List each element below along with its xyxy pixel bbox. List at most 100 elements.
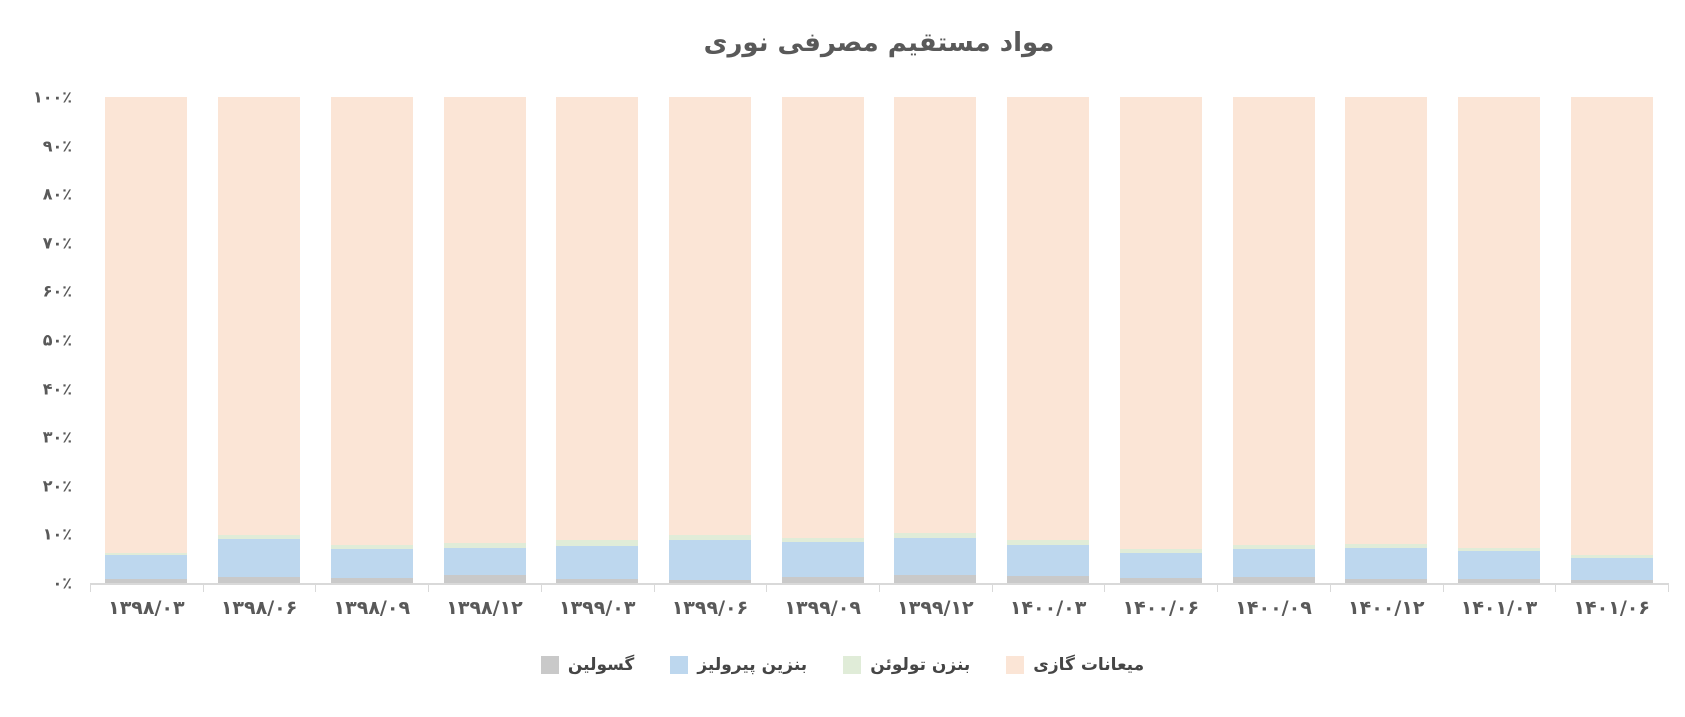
bar-segment[interactable]	[668, 97, 751, 535]
bar-segment[interactable]	[1457, 579, 1540, 583]
x-axis-tick	[1442, 583, 1444, 592]
bar-segment[interactable]	[330, 577, 413, 583]
bar-segment[interactable]	[1119, 552, 1202, 578]
x-axis-label: ۱۳۹۹/۰۶	[671, 597, 749, 619]
bar-segment[interactable]	[443, 547, 526, 576]
bar-segment[interactable]	[781, 537, 864, 542]
x-axis-tick	[1329, 583, 1331, 592]
stacked-bar-14[interactable]	[1570, 97, 1653, 583]
bar-segment[interactable]	[781, 541, 864, 577]
bar-segment[interactable]	[218, 577, 301, 583]
stacked-bar-10[interactable]	[1119, 97, 1202, 583]
x-axis-tick	[428, 583, 430, 592]
bar-segment[interactable]	[1232, 577, 1315, 583]
legend-item[interactable]: بنزین پیرولیز	[670, 655, 807, 675]
bar-segment[interactable]	[105, 552, 188, 556]
bar-segment[interactable]	[1007, 97, 1090, 540]
bar-segment[interactable]	[668, 540, 751, 581]
x-axis-tick	[1104, 583, 1106, 592]
bar-segment[interactable]	[218, 534, 301, 539]
stacked-bar-7[interactable]	[781, 97, 864, 583]
legend-swatch	[540, 656, 559, 674]
bar-segment[interactable]	[443, 543, 526, 548]
x-axis-tick	[1668, 583, 1669, 592]
legend-item[interactable]: گسولین	[540, 655, 635, 675]
y-tick-label: ۵۰٪	[42, 330, 72, 350]
bar-slot	[203, 97, 316, 583]
bar-segment[interactable]	[1345, 547, 1428, 580]
stacked-bar-1[interactable]	[105, 97, 188, 583]
bar-segment[interactable]	[1457, 548, 1540, 552]
y-tick-label: ۱۰۰٪	[32, 87, 72, 107]
stacked-bar-8[interactable]	[894, 97, 977, 583]
bar-segment[interactable]	[1345, 579, 1428, 583]
bar-segment[interactable]	[556, 579, 639, 583]
bar-segment[interactable]	[330, 97, 413, 546]
bar-segment[interactable]	[556, 97, 639, 541]
legend-label: گسولین	[567, 655, 635, 675]
x-axis-tick	[879, 583, 880, 592]
x-axis-tick	[991, 583, 993, 592]
x-axis-label: ۱۴۰۱/۰۶	[1573, 597, 1650, 619]
bar-segment[interactable]	[1457, 97, 1540, 549]
bar-segment[interactable]	[105, 97, 188, 553]
bar-segment[interactable]	[894, 538, 977, 576]
bar-segment[interactable]	[1345, 97, 1428, 544]
bar-segment[interactable]	[1007, 575, 1090, 583]
y-axis: ۰٪ ۱۰٪ ۲۰٪ ۳۰٪ ۴۰٪ ۵۰٪ ۶۰٪ ۷۰٪ ۸۰٪ ۹۰٪ ۱۰۰٪	[0, 88, 78, 593]
x-axis-tick	[90, 583, 91, 592]
stacked-bar-9[interactable]	[1007, 97, 1090, 583]
bar-segment[interactable]	[781, 97, 864, 538]
bar-segment[interactable]	[894, 533, 977, 539]
bar-segment[interactable]	[894, 97, 977, 534]
bar-segment[interactable]	[781, 576, 864, 583]
stacked-bar-5[interactable]	[556, 97, 639, 583]
x-axis-label: ۱۳۹۸/۰۶	[220, 597, 298, 619]
stacked-bar-12[interactable]	[1345, 97, 1428, 583]
stacked-bar-11[interactable]	[1232, 97, 1315, 583]
bar-segment[interactable]	[1570, 580, 1653, 583]
stacked-bar-3[interactable]	[330, 97, 413, 583]
bar-segment[interactable]	[330, 548, 413, 578]
stacked-bar-4[interactable]	[443, 97, 526, 583]
bar-segment[interactable]	[443, 575, 526, 583]
bar-segment[interactable]	[218, 97, 301, 535]
bar-slot	[90, 97, 203, 583]
stacked-bar-13[interactable]	[1457, 97, 1540, 583]
bar-segment[interactable]	[218, 538, 301, 578]
bar-segment[interactable]	[1232, 548, 1315, 578]
bar-slot	[315, 97, 428, 583]
bar-segment[interactable]	[105, 579, 188, 583]
y-tick-label: ۶۰٪	[42, 281, 72, 301]
bar-segment[interactable]	[556, 540, 639, 547]
x-axis-tick	[766, 583, 768, 592]
bar-segment[interactable]	[1007, 539, 1090, 545]
bar-segment[interactable]	[668, 534, 751, 541]
bar-segment[interactable]	[1457, 551, 1540, 580]
bar-segment[interactable]	[894, 575, 977, 583]
bar-segment[interactable]	[330, 545, 413, 549]
bar-segment[interactable]	[1570, 554, 1653, 558]
x-axis-label: ۱۳۹۸/۰۹	[333, 597, 411, 619]
legend-item[interactable]: بنزن تولوئن	[843, 655, 970, 675]
stacked-bar-2[interactable]	[218, 97, 301, 583]
bar-segment[interactable]	[1119, 548, 1202, 553]
x-axis-label: ۱۳۹۹/۰۳	[558, 597, 636, 619]
legend-item[interactable]: میعانات گازی	[1006, 655, 1144, 675]
legend-swatch	[843, 656, 862, 674]
x-axis-label: ۱۴۰۰/۰۹	[1235, 597, 1312, 619]
stacked-bar-6[interactable]	[668, 97, 751, 583]
bar-segment[interactable]	[105, 555, 188, 580]
bar-segment[interactable]	[1570, 97, 1653, 555]
bar-segment[interactable]	[1232, 544, 1315, 549]
bar-segment[interactable]	[1232, 97, 1315, 545]
bar-segment[interactable]	[1007, 544, 1090, 576]
bar-segment[interactable]	[1570, 557, 1653, 581]
bar-segment[interactable]	[443, 97, 526, 544]
bar-segment[interactable]	[1119, 577, 1202, 583]
bar-segment[interactable]	[1345, 543, 1428, 548]
bar-segment[interactable]	[556, 546, 639, 580]
bar-segment[interactable]	[668, 580, 751, 583]
x-axis-label: ۱۳۹۸/۰۳	[108, 597, 185, 619]
bar-segment[interactable]	[1119, 97, 1202, 549]
